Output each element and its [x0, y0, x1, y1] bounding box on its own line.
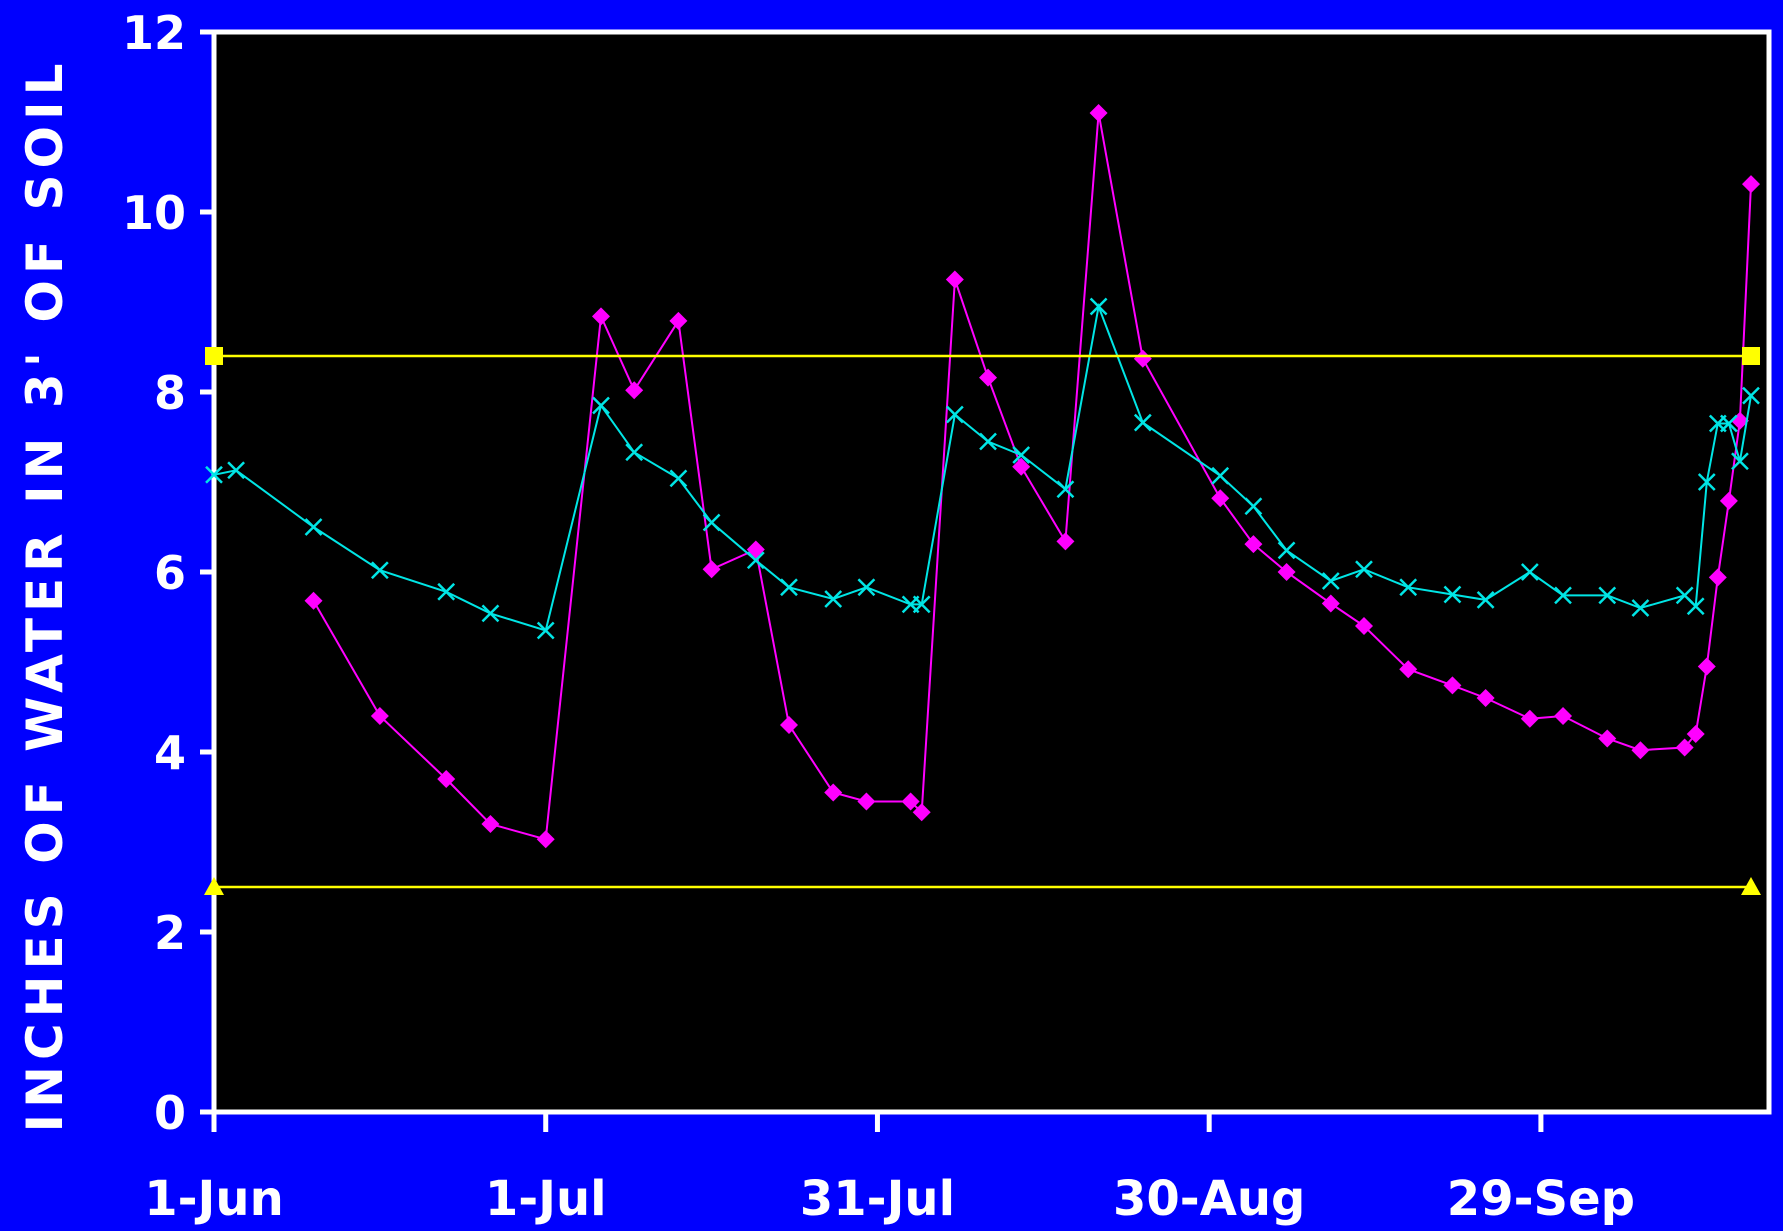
x-tick-label: 31-Jul — [800, 1171, 955, 1227]
data-point — [1742, 347, 1760, 365]
x-tick-label: 1-Jun — [144, 1171, 284, 1227]
y-tick-label: 12 — [122, 6, 186, 60]
y-tick-label: 0 — [154, 1086, 186, 1140]
x-tick-label: 1-Jul — [485, 1171, 607, 1227]
plot-area — [214, 32, 1769, 1112]
y-tick-label: 10 — [122, 186, 186, 240]
y-tick-label: 4 — [154, 726, 186, 780]
y-tick-label: 8 — [154, 366, 186, 420]
data-point — [205, 347, 223, 365]
y-tick-label: 6 — [154, 546, 186, 600]
y-tick-label: 2 — [154, 906, 186, 960]
label-layer: INCHES OF WATER IN 3' OF SOIL — [16, 58, 74, 1133]
y-axis-label: INCHES OF WATER IN 3' OF SOIL — [16, 58, 74, 1133]
x-tick-label: 30-Aug — [1113, 1171, 1305, 1227]
x-tick-label: 29-Sep — [1447, 1171, 1635, 1227]
